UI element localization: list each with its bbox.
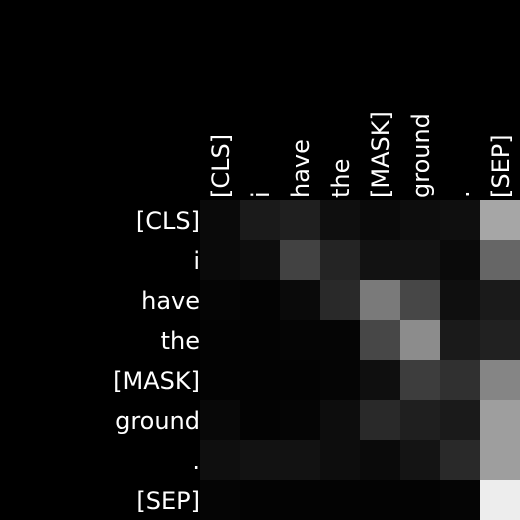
heatmap-cell-r1-c2 [280, 240, 320, 280]
heatmap-cell-r6-c0 [200, 440, 240, 480]
heatmap-cell-r5-c3 [320, 400, 360, 440]
heatmap-cell-r4-c5 [400, 360, 440, 400]
heatmap-cell-r1-c0 [200, 240, 240, 280]
y-tick-label: [SEP] [136, 487, 200, 515]
heatmap-cell-r6-c5 [400, 440, 440, 480]
y-tick-label: [CLS] [136, 207, 200, 235]
heatmap-cell-r6-c7 [480, 440, 520, 480]
heatmap-cell-r2-c0 [200, 280, 240, 320]
heatmap-cell-r4-c1 [240, 360, 280, 400]
heatmap-cell-r7-c2 [280, 480, 320, 520]
heatmap-cell-r2-c7 [480, 280, 520, 320]
heatmap-cell-r0-c1 [240, 200, 280, 240]
heatmap-cell-r2-c1 [240, 280, 280, 320]
heatmap-cell-r2-c2 [280, 280, 320, 320]
heatmap-cell-r5-c2 [280, 400, 320, 440]
heatmap-cell-r3-c2 [280, 320, 320, 360]
x-tick-label: [MASK] [367, 111, 395, 198]
y-tick-label: [MASK] [113, 367, 200, 395]
heatmap-cell-r6-c4 [360, 440, 400, 480]
heatmap-cell-r4-c0 [200, 360, 240, 400]
heatmap-cell-r7-c6 [440, 480, 480, 520]
y-tick-label: have [141, 287, 200, 315]
heatmap-cell-r7-c5 [400, 480, 440, 520]
heatmap-cell-r4-c7 [480, 360, 520, 400]
heatmap-cell-r5-c0 [200, 400, 240, 440]
y-tick-labels: [CLS] i have the [MASK] ground. [SEP] [113, 207, 200, 515]
heatmap-cell-r0-c5 [400, 200, 440, 240]
y-tick-label: the [161, 327, 200, 355]
x-tick-label: ground [407, 113, 435, 198]
heatmap-cell-r1-c6 [440, 240, 480, 280]
heatmap-cell-r7-c1 [240, 480, 280, 520]
heatmap-cell-r1-c5 [400, 240, 440, 280]
heatmap-cell-r2-c5 [400, 280, 440, 320]
heatmap-cell-r3-c7 [480, 320, 520, 360]
heatmap-cell-r0-c2 [280, 200, 320, 240]
heatmap-cell-r7-c7 [480, 480, 520, 520]
y-tick-label: ground [115, 407, 200, 435]
x-tick-label: . [447, 190, 475, 198]
heatmap-cell-r3-c3 [320, 320, 360, 360]
heatmap-cell-r6-c3 [320, 440, 360, 480]
heatmap-cell-r3-c1 [240, 320, 280, 360]
heatmap-cell-r5-c1 [240, 400, 280, 440]
heatmap-cell-r3-c4 [360, 320, 400, 360]
heatmap-cell-r2-c3 [320, 280, 360, 320]
heatmap-cells [200, 200, 520, 520]
heatmap-cell-r4-c3 [320, 360, 360, 400]
heatmap-cell-r4-c6 [440, 360, 480, 400]
heatmap-cell-r0-c0 [200, 200, 240, 240]
x-tick-label: the [327, 159, 355, 198]
heatmap-cell-r0-c6 [440, 200, 480, 240]
x-tick-labels: [CLS] i have the [MASK] ground. [SEP] [207, 111, 515, 198]
heatmap-cell-r3-c6 [440, 320, 480, 360]
heatmap-cell-r6-c2 [280, 440, 320, 480]
heatmap-cell-r4-c4 [360, 360, 400, 400]
heatmap-cell-r1-c7 [480, 240, 520, 280]
heatmap-cell-r0-c3 [320, 200, 360, 240]
heatmap-cell-r1-c3 [320, 240, 360, 280]
heatmap-cell-r4-c2 [280, 360, 320, 400]
x-tick-label: [SEP] [487, 134, 515, 198]
heatmap-cell-r5-c4 [360, 400, 400, 440]
heatmap-cell-r7-c3 [320, 480, 360, 520]
heatmap-cell-r1-c1 [240, 240, 280, 280]
heatmap-cell-r6-c6 [440, 440, 480, 480]
heatmap-cell-r3-c5 [400, 320, 440, 360]
y-tick-label: i [193, 247, 200, 275]
x-tick-label: i [247, 191, 275, 198]
heatmap-cell-r5-c5 [400, 400, 440, 440]
heatmap-cell-r0-c7 [480, 200, 520, 240]
y-tick-label: . [192, 447, 200, 475]
heatmap-cell-r0-c4 [360, 200, 400, 240]
heatmap-cell-r6-c1 [240, 440, 280, 480]
heatmap-cell-r3-c0 [200, 320, 240, 360]
heatmap-cell-r7-c0 [200, 480, 240, 520]
heatmap-cell-r7-c4 [360, 480, 400, 520]
x-tick-label: have [287, 139, 315, 198]
heatmap-cell-r1-c4 [360, 240, 400, 280]
heatmap-cell-r5-c6 [440, 400, 480, 440]
heatmap-cell-r2-c4 [360, 280, 400, 320]
heatmap-cell-r2-c6 [440, 280, 480, 320]
x-tick-label: [CLS] [207, 134, 235, 198]
heatmap-cell-r5-c7 [480, 400, 520, 440]
